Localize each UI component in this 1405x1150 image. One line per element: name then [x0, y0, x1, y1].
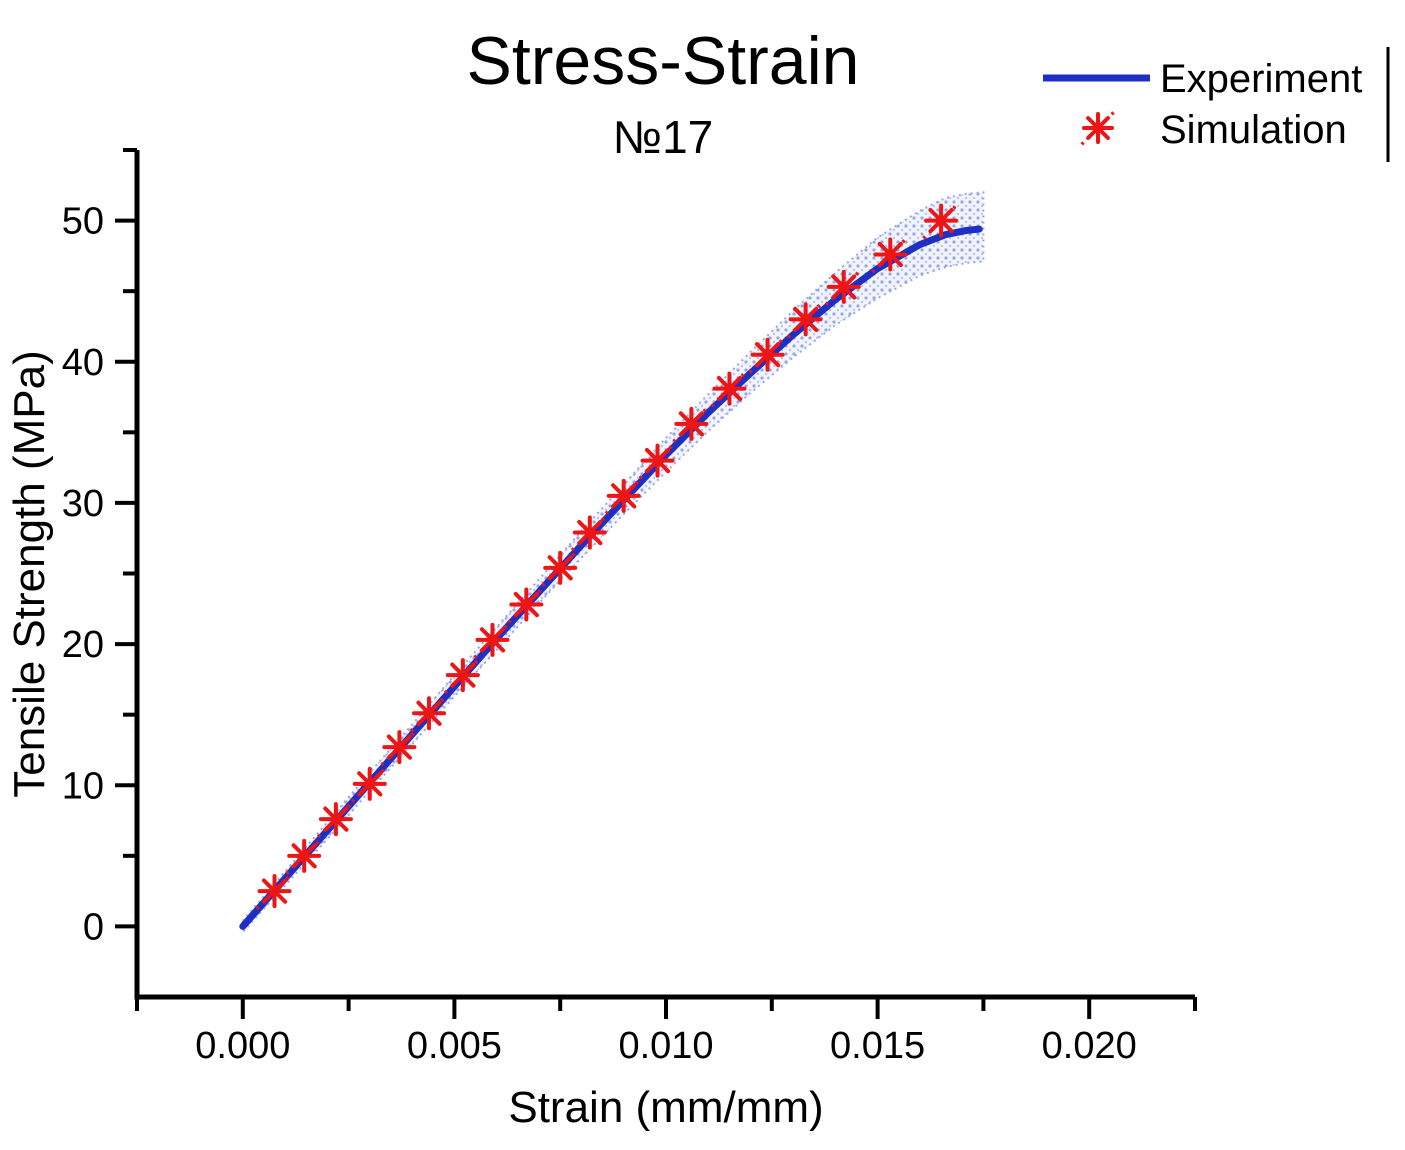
- simulation-star-marker: [604, 476, 643, 515]
- simulation-star-marker: [507, 585, 546, 624]
- chart-subtitle: №17: [613, 111, 714, 163]
- star-center-dot: [330, 814, 341, 825]
- axes: 0.000 0.005 0.010 0.015 0.020 0 10 20 30 40 50: [62, 148, 1197, 1067]
- y-tick-label: 0: [83, 906, 104, 948]
- star-center-dot: [936, 215, 947, 226]
- simulation-star-marker: [871, 235, 910, 274]
- simulation-star-marker: [824, 268, 863, 306]
- legend-experiment-label: Experiment: [1160, 57, 1362, 101]
- y-axis-ticks: 0 10 20 30 40 50: [62, 148, 137, 948]
- legend: Experiment Simulation: [1043, 47, 1390, 162]
- simulation-star-marker: [316, 800, 355, 839]
- simulation-star-marker: [710, 369, 749, 408]
- star-center-dot: [299, 850, 310, 861]
- legend-simulation-star-icon: [1080, 110, 1116, 146]
- star-center-dot: [521, 599, 532, 610]
- star-center-dot: [364, 778, 375, 789]
- simulation-star-marker: [443, 656, 482, 695]
- plot-area: [239, 191, 985, 935]
- legend-simulation-label: Simulation: [1160, 108, 1347, 152]
- x-tick-label: 0.020: [1042, 1025, 1137, 1067]
- experiment-line: [239, 225, 983, 930]
- simulation-star-marker: [541, 548, 580, 587]
- simulation-star-marker: [350, 764, 389, 803]
- simulation-star-marker: [410, 694, 448, 733]
- simulation-star-marker: [380, 728, 419, 767]
- y-tick-label: 50: [62, 201, 104, 243]
- simulation-star-marker: [922, 201, 960, 240]
- star-center-dot: [652, 455, 663, 466]
- y-tick-label: 20: [62, 624, 104, 666]
- star-center-dot: [555, 562, 566, 573]
- x-axis-title: Strain (mm/mm): [508, 1083, 823, 1132]
- simulation-star-marker: [786, 300, 825, 339]
- star-center-dot: [424, 708, 435, 719]
- simulation-star-marker: [255, 872, 294, 911]
- simulation-star-marker: [570, 513, 609, 552]
- x-tick-label: 0.015: [830, 1025, 925, 1067]
- y-tick-label: 30: [62, 483, 104, 525]
- simulation-star-marker: [748, 335, 787, 374]
- simulation-star-marker: [285, 836, 324, 875]
- star-center-dot: [487, 634, 498, 645]
- star-center-dot: [885, 249, 896, 260]
- confidence-band: [241, 191, 985, 935]
- simulation-star-marker: [638, 441, 677, 480]
- star-center-dot: [724, 383, 735, 394]
- x-tick-label: 0.000: [195, 1025, 290, 1067]
- simulation-markers: [255, 201, 960, 911]
- star-center-dot: [800, 314, 811, 325]
- y-tick-label: 40: [62, 342, 104, 384]
- x-tick-label: 0.010: [618, 1025, 713, 1067]
- star-center-dot: [1093, 123, 1103, 133]
- star-center-dot: [762, 349, 773, 360]
- y-axis-title: Tensile Strength (MPa): [5, 350, 54, 798]
- y-tick-label: 10: [62, 765, 104, 807]
- x-tick-label: 0.005: [407, 1025, 502, 1067]
- simulation-star-marker: [1080, 110, 1116, 146]
- x-axis-ticks: 0.000 0.005 0.010 0.015 0.020: [135, 997, 1197, 1067]
- chart-title: Stress-Strain: [467, 23, 860, 99]
- star-center-dot: [394, 742, 405, 753]
- star-center-dot: [618, 490, 629, 501]
- star-center-dot: [838, 281, 849, 292]
- simulation-star-marker: [672, 404, 711, 443]
- star-center-dot: [584, 527, 595, 538]
- star-center-dot: [457, 670, 468, 681]
- simulation-star-marker: [473, 620, 512, 659]
- star-center-dot: [269, 886, 280, 897]
- star-center-dot: [686, 418, 697, 429]
